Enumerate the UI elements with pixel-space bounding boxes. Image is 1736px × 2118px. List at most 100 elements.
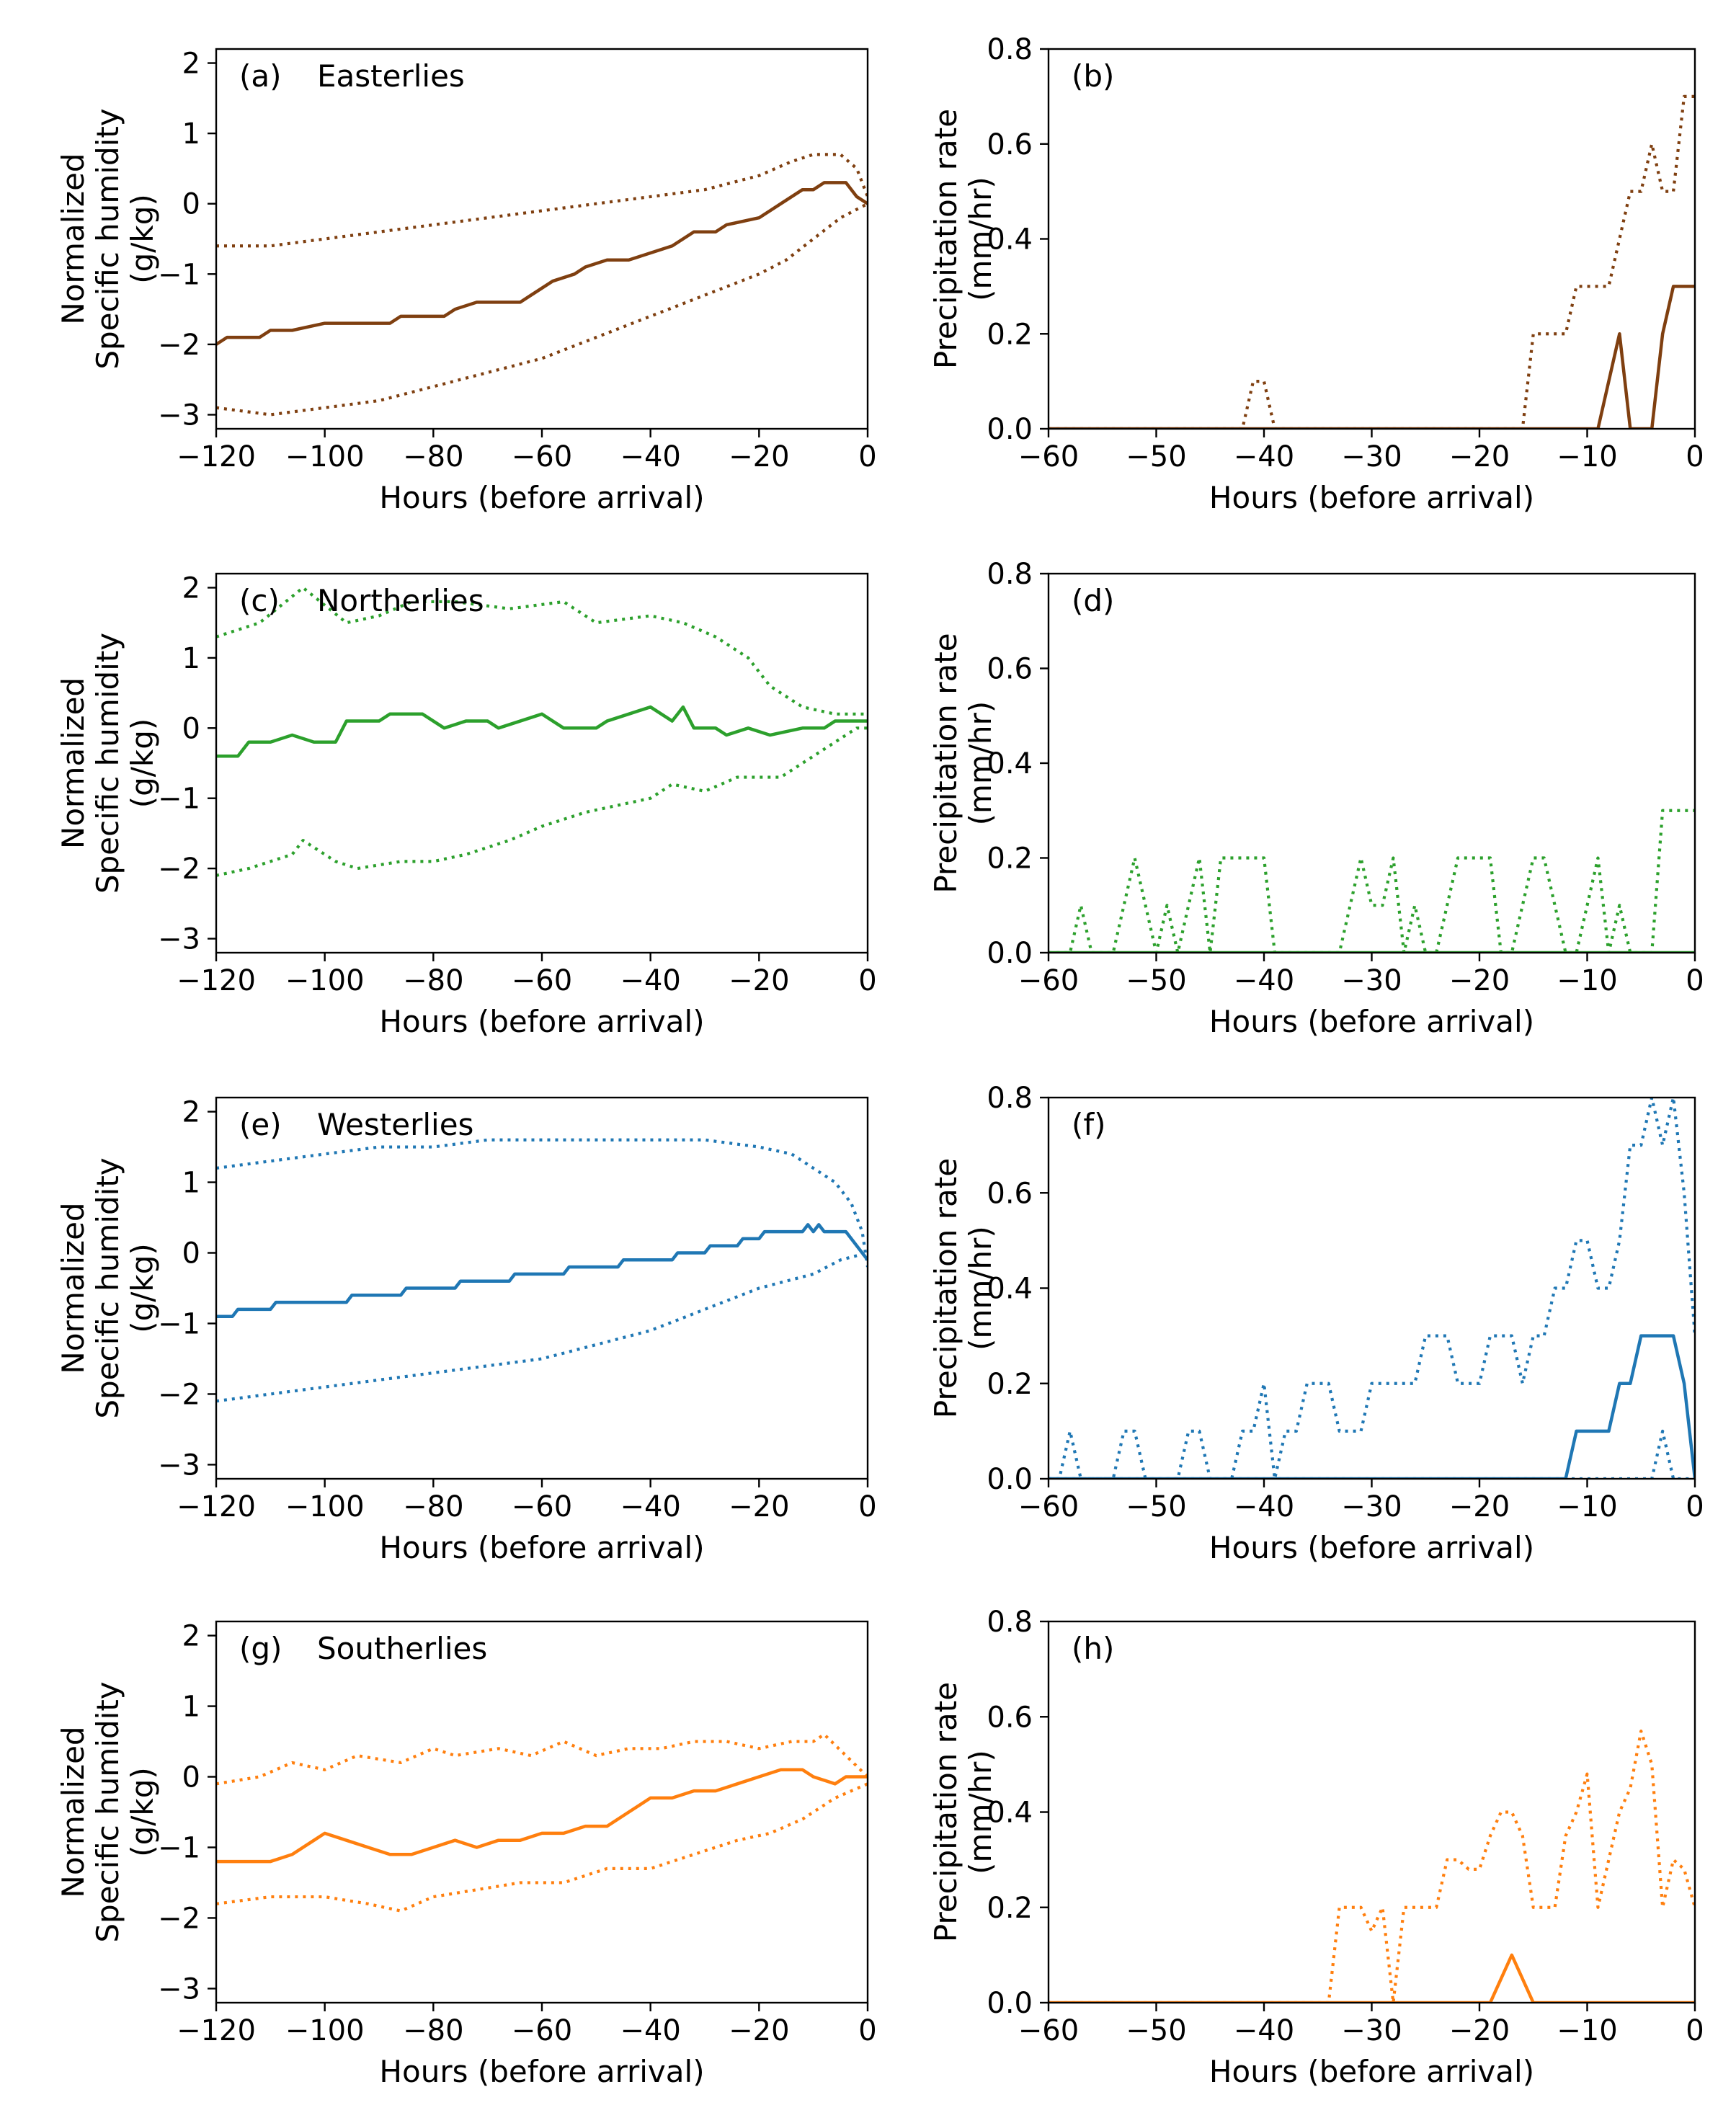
series-line-median [1049, 1334, 1695, 1479]
plot-frame [1047, 572, 1696, 954]
y-tick-label: 2 [182, 48, 200, 81]
x-tick-label: −30 [1341, 440, 1402, 473]
x-axis-title: Hours (before arrival) [1209, 480, 1534, 515]
series-line-median [216, 181, 868, 346]
y-tick-label: −1 [158, 1307, 200, 1340]
x-tick-label: −40 [1234, 964, 1294, 997]
y-tick-label: 0.0 [987, 1987, 1033, 2020]
panel-title: Easterlies [317, 58, 465, 94]
y-tick-label: 0.6 [987, 1177, 1033, 1210]
y-axis-title: (g/kg) [125, 194, 160, 284]
x-tick-label: −50 [1126, 1490, 1186, 1523]
x-tick-label: −50 [1126, 2014, 1186, 2047]
x-tick-label: −120 [177, 1490, 256, 1523]
x-tick-label: −80 [403, 1490, 463, 1523]
plot-frame [1047, 1620, 1696, 2004]
y-tick-label: 0.4 [987, 1273, 1033, 1306]
y-tick-label: 0 [182, 1237, 200, 1271]
y-tick-label: 0.2 [987, 318, 1033, 351]
x-tick-label: −20 [729, 1490, 789, 1523]
x-tick-label: −100 [285, 2014, 365, 2047]
x-tick-label: −120 [177, 440, 256, 473]
y-tick-label: −2 [158, 1378, 200, 1411]
x-tick-label: −40 [1234, 440, 1294, 473]
y-tick-label: 0.0 [987, 413, 1033, 446]
plot-frame [1047, 48, 1696, 430]
panel-label: (h) [1072, 1631, 1114, 1666]
x-tick-label: −100 [285, 964, 365, 997]
x-tick-label: −30 [1341, 964, 1402, 997]
y-axis-title: Normalized [55, 1726, 91, 1897]
x-tick-label: 0 [858, 440, 876, 473]
y-tick-label: −2 [158, 329, 200, 362]
y-tick-label: −1 [158, 783, 200, 816]
y-tick-label: 0.4 [987, 1797, 1033, 1830]
series-line-upper [216, 1732, 868, 1786]
x-tick-label: −40 [620, 964, 680, 997]
plot-frame [215, 1620, 869, 2004]
x-axis-title: Hours (before arrival) [379, 2054, 704, 2089]
x-tick-label: −20 [729, 440, 789, 473]
panel-b: −60 −50 −40 −30 −20 −10 0 0.0 0.2 0.4 0.6 0.8 Hours … [928, 33, 1704, 515]
y-tick-label: 0.6 [987, 128, 1033, 161]
x-axis-title: Hours (before arrival) [379, 480, 704, 515]
y-axis-title: Specific humidity [90, 1157, 125, 1418]
panel-title: Northerlies [317, 583, 484, 618]
series-line-median [216, 705, 868, 758]
series-line-median [216, 1223, 868, 1318]
x-tick-label: −40 [620, 2014, 680, 2047]
x-tick-label: −120 [177, 964, 256, 997]
y-tick-label: 0 [182, 712, 200, 745]
series-line-upper [1049, 1729, 1695, 2003]
y-tick-label: 0 [182, 1761, 200, 1794]
y-axis-title: Precipitation rate [928, 1682, 963, 1942]
panel-a: −120 −100 −80 −60 −40 −20 0 −3 −2 −1 0 1 2 Hours (bef… [55, 48, 877, 515]
x-tick-label: 0 [858, 1490, 876, 1523]
series-line-upper [1049, 94, 1695, 429]
panel-label: (c) [239, 583, 280, 618]
x-tick-label: −10 [1557, 1490, 1617, 1523]
x-tick-label: −60 [1018, 2014, 1079, 2047]
y-tick-label: 0.8 [987, 1082, 1033, 1115]
y-tick-label: 0.2 [987, 1892, 1033, 1925]
y-tick-label: 0.0 [987, 937, 1033, 970]
series-line-lower [1049, 1429, 1695, 1479]
x-tick-label: 0 [858, 2014, 876, 2047]
x-tick-label: −30 [1341, 2014, 1402, 2047]
y-tick-label: −3 [158, 1449, 200, 1482]
series-line-upper [216, 153, 868, 248]
plot-frame [215, 48, 869, 430]
y-tick-label: 0.6 [987, 1701, 1033, 1734]
series-line-lower [216, 202, 868, 417]
x-tick-label: −10 [1557, 2014, 1617, 2047]
x-axis-title: Hours (before arrival) [379, 1530, 704, 1565]
x-tick-label: −20 [1449, 440, 1510, 473]
x-tick-label: −20 [1449, 2014, 1510, 2047]
panel-e: −120 −100 −80 −60 −40 −20 0 −3 −2 −1 0 1 2 Hours (bef… [55, 1096, 877, 1565]
x-axis-title: Hours (before arrival) [1209, 1530, 1534, 1565]
y-axis-title: (g/kg) [125, 1767, 160, 1857]
panel-title: Westerlies [317, 1107, 473, 1142]
panel-label: (a) [239, 58, 282, 94]
y-axis-title: (mm/hr) [963, 177, 998, 301]
series-line-upper [216, 586, 868, 716]
plot-frame [215, 1096, 869, 1480]
y-tick-label: −3 [158, 1972, 200, 2006]
y-tick-label: −3 [158, 923, 200, 956]
y-tick-label: 1 [182, 642, 200, 675]
panel-label: (g) [239, 1631, 282, 1666]
y-tick-label: 0.2 [987, 1368, 1033, 1401]
series-line-median [1049, 285, 1695, 429]
panel-g: −120 −100 −80 −60 −40 −20 0 −3 −2 −1 0 1 2 Hours (bef… [55, 1620, 877, 2089]
x-axis-title: Hours (before arrival) [1209, 1004, 1534, 1039]
y-axis-title: Precipitation rate [928, 633, 963, 893]
y-tick-label: 0.8 [987, 33, 1033, 66]
y-tick-label: 2 [182, 1096, 200, 1129]
x-tick-label: −60 [512, 1490, 572, 1523]
x-tick-label: 0 [858, 964, 876, 997]
panel-title: Southerlies [317, 1631, 487, 1666]
y-axis-title: (mm/hr) [963, 1750, 998, 1874]
y-tick-label: 0 [182, 188, 200, 221]
x-tick-label: −20 [729, 964, 789, 997]
x-tick-label: −100 [285, 440, 365, 473]
